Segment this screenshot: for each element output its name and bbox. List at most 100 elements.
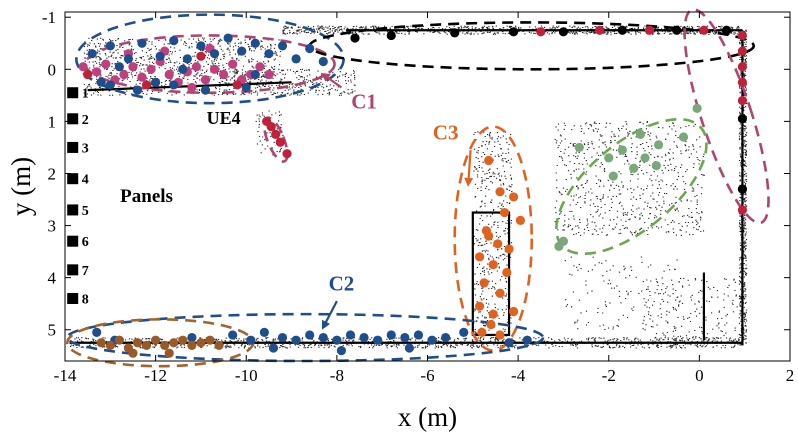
point-C3-orange-4 <box>515 215 525 225</box>
point-C2-navy-17 <box>427 335 437 345</box>
point-C2-navy-5 <box>259 327 269 337</box>
point-top-navy-11 <box>250 38 260 48</box>
cluster-label-c3: C3 <box>433 121 459 145</box>
point-right-wall-crimson-0 <box>737 30 748 41</box>
point-top-wall-crimson-1 <box>595 25 605 35</box>
point-C1-magenta-12 <box>191 62 202 72</box>
point-right-wall-crimson-3 <box>737 77 748 87</box>
point-C3-orange-19 <box>486 319 496 330</box>
point-top-navy-7 <box>196 41 206 51</box>
point-sage-points-1 <box>678 132 689 142</box>
panels-label: Panels <box>120 186 173 207</box>
point-sage-points-5 <box>629 163 639 173</box>
point-brown-points-4 <box>132 338 143 348</box>
point-C1-magenta-16 <box>228 59 238 69</box>
point-C1-crimson-0 <box>83 69 93 80</box>
x-tick-label-3: -8 <box>330 366 344 385</box>
cluster-arrow-c3 <box>464 149 474 187</box>
x-tick-label-8: 2 <box>786 366 795 385</box>
point-sage-points-6 <box>608 171 618 181</box>
point-top-wall-black-5 <box>617 25 627 35</box>
point-C2-navy-18 <box>441 332 451 343</box>
point-C2-navy-23 <box>336 345 347 356</box>
point-C1-magenta-6 <box>137 72 147 82</box>
x-tick-label-2: -10 <box>235 366 258 385</box>
panel-label-6: 6 <box>82 235 89 250</box>
point-UE4-crimson-3 <box>275 137 285 147</box>
point-sage-points-7 <box>651 161 661 171</box>
point-top-navy-2 <box>123 54 134 64</box>
point-top-navy-9 <box>223 33 233 43</box>
point-sage-points-10 <box>574 142 584 153</box>
cluster-arrow-c1 <box>320 72 343 89</box>
point-brown-points-15 <box>128 348 138 358</box>
point-brown-points-11 <box>196 338 206 348</box>
cluster-ellipse-sage <box>554 117 708 256</box>
point-C3-orange-14 <box>508 306 519 317</box>
point-brown-points-13 <box>214 340 224 350</box>
point-top-wall-black-0 <box>350 33 360 43</box>
point-brown-points-9 <box>178 335 188 345</box>
point-top-wall-black-1 <box>386 30 396 41</box>
y-tick-label-3: 2 <box>48 164 57 183</box>
point-top-navy-0 <box>87 49 97 59</box>
panel-label-4: 4 <box>82 173 89 188</box>
cluster-ellipse-c1 <box>84 34 336 95</box>
point-top-navy-17 <box>105 80 115 90</box>
point-top-navy-21 <box>241 82 251 93</box>
x-axis-label: x (m) <box>398 402 457 432</box>
cluster-label-c1: C1 <box>351 89 377 113</box>
point-C2-navy-4 <box>246 335 256 345</box>
cluster-label-ue4: UE4 <box>207 108 241 128</box>
point-brown-points-1 <box>105 340 115 350</box>
point-C2-navy-12 <box>359 332 369 343</box>
point-top-wall-crimson-0 <box>536 27 546 37</box>
point-sage-points-2 <box>653 140 664 150</box>
point-C3-orange-10 <box>479 278 489 288</box>
point-C3-orange-18 <box>504 244 514 254</box>
point-top-navy-10 <box>237 46 247 56</box>
point-top-navy-20 <box>200 85 211 95</box>
y-tick-label-1: 0 <box>48 60 57 79</box>
point-right-wall-black-1 <box>737 184 748 194</box>
panel-label-3: 3 <box>82 141 89 156</box>
point-C2-navy-16 <box>413 330 424 340</box>
point-C2-navy-3 <box>228 330 238 340</box>
point-top-navy-4 <box>155 51 165 61</box>
point-C2-navy-9 <box>318 332 328 343</box>
panel-marker-1 <box>67 87 79 99</box>
point-C3-orange-16 <box>495 330 505 340</box>
point-C2-navy-14 <box>386 330 396 340</box>
panel-marker-8 <box>67 292 79 304</box>
point-top-wall-black-2 <box>450 28 460 38</box>
point-top-navy-1 <box>105 41 115 51</box>
point-C1-crimson-3 <box>232 80 242 90</box>
point-C1-magenta-24 <box>187 82 197 93</box>
x-tick-label-7: 0 <box>695 366 704 385</box>
point-C3-orange-13 <box>488 309 498 319</box>
cluster-arrow-c2 <box>321 300 338 330</box>
point-C2-navy-24 <box>404 343 414 353</box>
point-top-navy-26 <box>96 77 106 87</box>
point-C1-magenta-5 <box>128 62 138 72</box>
x-tick-label-4: -6 <box>420 366 434 385</box>
point-C1-magenta-0 <box>78 62 88 72</box>
point-top-navy-3 <box>137 38 147 48</box>
point-C2-navy-21 <box>522 335 532 345</box>
x-tick-label-6: -2 <box>602 366 616 385</box>
point-C1-magenta-13 <box>200 75 211 85</box>
point-sage-points-4 <box>617 145 627 155</box>
point-C3-orange-3 <box>499 207 510 218</box>
point-UE4-crimson-1 <box>266 121 276 132</box>
point-top-navy-15 <box>305 43 315 54</box>
x-tick-label-1: -12 <box>144 366 167 385</box>
point-C1-magenta-1 <box>92 67 102 77</box>
point-C2-navy-8 <box>305 330 315 340</box>
point-C2-navy-11 <box>345 330 356 340</box>
point-C3-orange-11 <box>495 288 505 298</box>
point-C3-orange-2 <box>508 192 519 202</box>
point-top-navy-16 <box>318 56 328 67</box>
point-brown-points-2 <box>114 335 124 345</box>
panel-marker-3 <box>67 141 79 153</box>
